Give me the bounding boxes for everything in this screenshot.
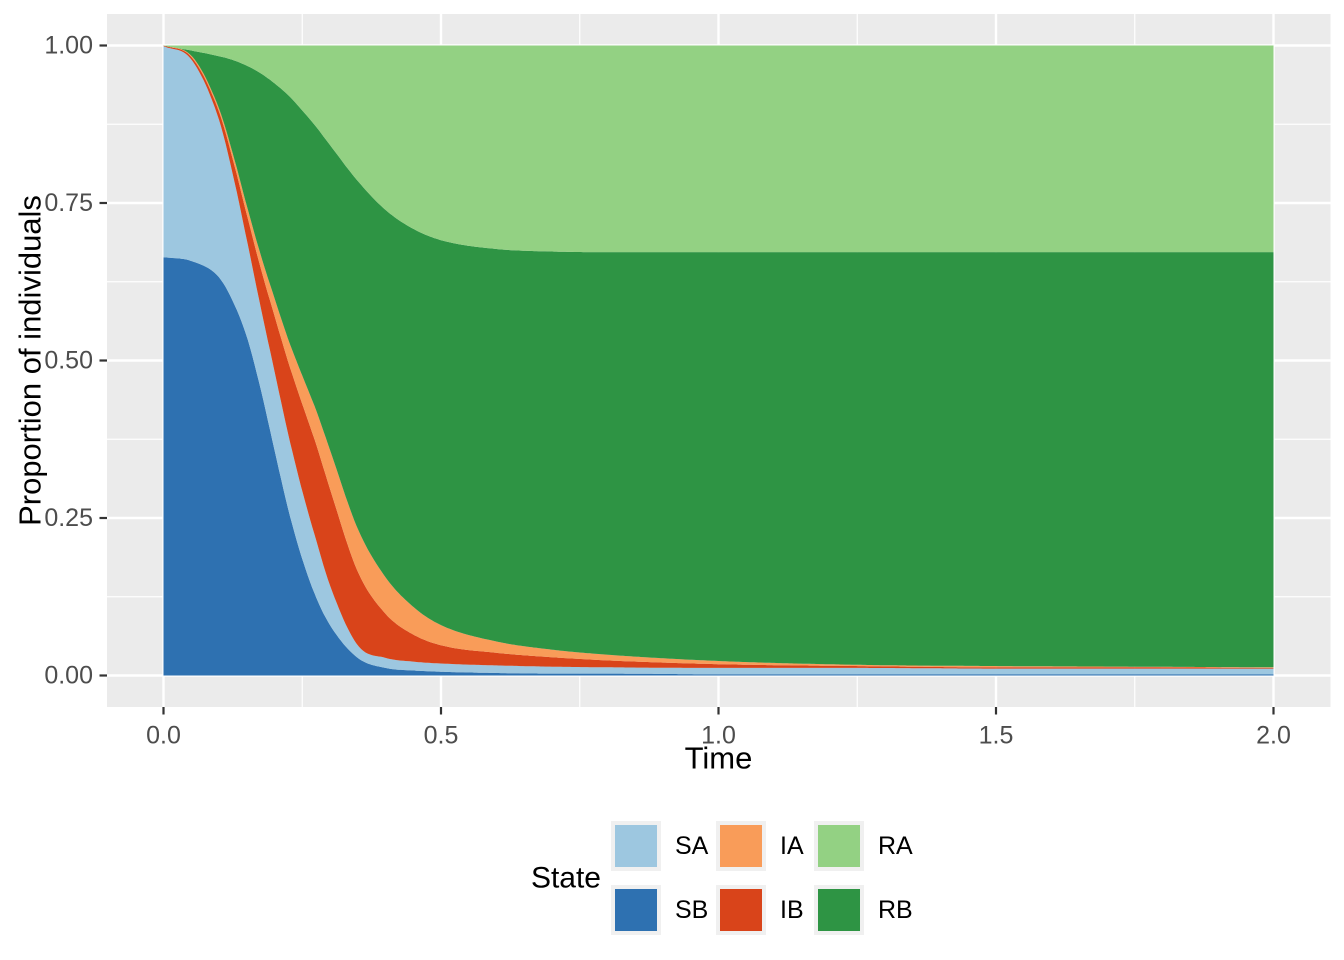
legend-label-IA: IA	[780, 832, 804, 860]
legend: State SA SB IA IB RA RB	[531, 821, 913, 935]
y-tick-label: 0.00	[44, 662, 93, 690]
legend-label-IB: IB	[780, 896, 804, 924]
area-SB	[163, 257, 1274, 676]
area-RA	[163, 45, 1274, 253]
legend-label-SA: SA	[675, 832, 709, 860]
legend-label-SB: SB	[675, 896, 708, 924]
x-tick-label: 0.5	[424, 722, 459, 750]
legend-swatch-RA	[818, 825, 860, 867]
x-tick-label: 2.0	[1256, 722, 1291, 750]
y-tick-label: 0.75	[44, 189, 93, 217]
stacked-areas	[163, 45, 1274, 676]
legend-swatch-RB	[818, 889, 860, 931]
axes: 0.0 0.5 1.0 1.5 2.0 0.00 0.25 0.50 0.75 1.00	[44, 32, 1291, 750]
legend-label-RA: RA	[878, 832, 913, 860]
legend-swatch-IB	[720, 889, 762, 931]
legend-swatch-SB	[615, 889, 657, 931]
y-axis-title: Proportion of individuals	[13, 195, 48, 526]
legend-swatch-IA	[720, 825, 762, 867]
legend-title: State	[531, 862, 601, 895]
y-tick-label: 1.00	[44, 32, 93, 60]
area-RB	[163, 45, 1274, 668]
legend-swatch-SA	[615, 825, 657, 867]
y-tick-label: 0.25	[44, 504, 93, 532]
x-tick-label: 1.5	[979, 722, 1014, 750]
y-tick-label: 0.50	[44, 347, 93, 375]
legend-label-RB: RB	[878, 896, 913, 924]
x-axis-title: Time	[685, 740, 753, 775]
x-tick-label: 1.0	[701, 722, 736, 750]
x-tick-label: 0.0	[146, 722, 181, 750]
